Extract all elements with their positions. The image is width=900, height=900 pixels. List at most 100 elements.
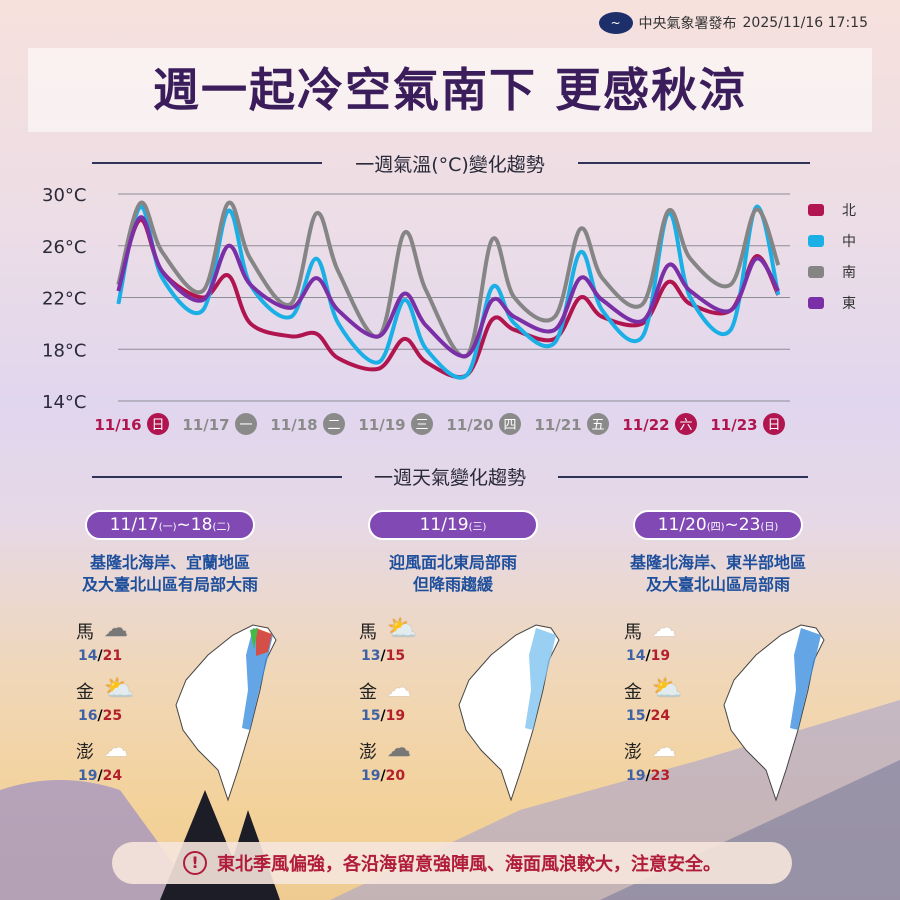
- x-tick-weekday: 二: [327, 418, 340, 433]
- weekday-badge: [323, 413, 345, 435]
- weather-panel: 11/17(一)~18(二) 基隆北海岸、宜蘭地區 及大臺北山區有局部大雨: [40, 510, 300, 596]
- island-temperature: 16/25: [78, 708, 123, 724]
- taiwan-rain-map: [175, 624, 277, 802]
- island-temperature: 14/19: [626, 648, 671, 664]
- low-temp: 16: [78, 708, 98, 724]
- x-tick-weekday: 日: [767, 418, 780, 433]
- date-range-pill: 11/17(一)~18(二): [85, 510, 255, 540]
- weekday-badge: [147, 413, 169, 435]
- cloudy-icon: ☁: [104, 614, 128, 642]
- legend-label: 中: [842, 233, 856, 250]
- cloud-icon: ☁: [652, 614, 676, 642]
- low-temp: 14: [78, 648, 98, 664]
- high-temp: 15: [385, 648, 406, 664]
- summary-line: 迎風面北東局部雨: [388, 553, 517, 572]
- publish-datetime: 2025/11/16 17:15: [742, 15, 869, 31]
- island-temperature: 15/24: [626, 708, 671, 724]
- legend-north: 北: [808, 194, 856, 225]
- series-line-東: [116, 215, 781, 359]
- high-temp: 25: [102, 708, 123, 724]
- high-temp: 24: [650, 708, 671, 724]
- x-tick-weekday: 一: [239, 418, 252, 433]
- summary-line: 及大臺北山區局部雨: [645, 575, 790, 594]
- date-range-pill: 11/20(四)~23(日): [633, 510, 803, 540]
- forecast-summary: 基隆北海岸、宜蘭地區 及大臺北山區有局部大雨: [40, 552, 300, 596]
- weekday-badge: [499, 413, 521, 435]
- x-tick-weekday: 日: [151, 418, 164, 433]
- island-name: 金: [76, 682, 94, 703]
- island-name: 馬: [76, 622, 94, 643]
- series-line-南: [116, 200, 781, 359]
- warning-banner: ! 東北季風偏強，各沿海留意強陣風、海面風浪較大，注意安全。: [112, 842, 792, 884]
- legend-swatch: [808, 234, 824, 247]
- summary-line: 及大臺北山區有局部大雨: [81, 575, 258, 594]
- y-tick-label: 22°C: [42, 289, 86, 310]
- range-end-day: (二): [212, 522, 231, 533]
- x-tick-date: 11/21: [534, 416, 581, 434]
- range-start: 11/20: [657, 515, 707, 535]
- island-temperature: 14/21: [78, 648, 123, 664]
- island-name: 金: [624, 682, 642, 703]
- x-tick-date: 11/22: [622, 416, 669, 434]
- cwa-logo-icon: ~: [598, 12, 633, 34]
- island-temperature: 13/15: [361, 648, 406, 664]
- legend-swatch: [808, 296, 824, 309]
- x-tick-date: 11/23: [710, 416, 757, 434]
- x-tick-date: 11/18: [270, 416, 317, 434]
- forecast-summary: 基隆北海岸、東半部地區 及大臺北山區局部雨: [588, 552, 848, 596]
- weather-panel: 11/20(四)~23(日) 基隆北海岸、東半部地區 及大臺北山區局部雨: [588, 510, 848, 596]
- legend-swatch: [808, 203, 824, 216]
- x-tick-weekday: 四: [503, 418, 516, 433]
- range-start: 11/19: [419, 515, 469, 535]
- x-tick-weekday: 六: [679, 418, 692, 433]
- y-tick-label: 14°C: [42, 392, 86, 413]
- temp-section-title: 一週氣溫(°C)變化趨勢: [355, 154, 545, 176]
- island-temperature: 15/19: [361, 708, 406, 724]
- cloud-icon: ☁: [387, 674, 411, 702]
- cloud-icon: ☁: [652, 734, 676, 762]
- partly-sunny-icon: ⛅: [652, 674, 682, 702]
- weekday-badge: [763, 413, 785, 435]
- taiwan-rain-map: [723, 624, 825, 802]
- forecast-summary: 迎風面北東局部雨 但降雨趨緩: [323, 552, 583, 596]
- legend-label: 東: [842, 295, 856, 312]
- summary-line: 基隆北海岸、東半部地區: [629, 553, 806, 572]
- island-temperature: 19/24: [78, 768, 123, 784]
- partly-sunny-icon: ⛅: [387, 614, 417, 642]
- weather-panel: 11/19(三) 迎風面北東局部雨 但降雨趨緩: [323, 510, 583, 596]
- legend-south: 南: [808, 256, 856, 287]
- island-name: 澎: [359, 742, 377, 763]
- island-name: 馬: [624, 622, 642, 643]
- x-tick-date: 11/19: [358, 416, 405, 434]
- range-end-day: (日): [760, 522, 779, 533]
- island-name: 馬: [359, 622, 377, 643]
- range-end: ~18: [176, 515, 213, 535]
- summary-line: 但降雨趨緩: [412, 575, 493, 594]
- summary-line: 基隆北海岸、宜蘭地區: [89, 553, 250, 572]
- island-name: 澎: [624, 742, 642, 763]
- weekday-badge: [235, 413, 257, 435]
- partly-sunny-icon: ⛅: [104, 674, 134, 702]
- range-start-day: (四): [706, 522, 725, 533]
- high-temp: 24: [102, 768, 123, 784]
- legend-label: 北: [842, 202, 856, 219]
- series-line-北: [116, 217, 781, 379]
- x-tick-weekday: 三: [415, 418, 428, 433]
- island-temperature: 19/23: [626, 768, 671, 784]
- weather-section-title: 一週天氣變化趨勢: [373, 467, 526, 489]
- island-temperature: 19/20: [361, 768, 406, 784]
- low-temp: 19: [361, 768, 381, 784]
- range-start: 11/17: [109, 515, 159, 535]
- range-start-day: (一): [158, 522, 177, 533]
- low-temp: 19: [78, 768, 98, 784]
- x-tick-weekday: 五: [591, 418, 604, 433]
- legend-east: 東: [808, 287, 856, 318]
- divider: [92, 476, 342, 478]
- x-tick-date: 11/16: [94, 416, 141, 434]
- y-tick-label: 18°C: [42, 340, 86, 361]
- x-tick-date: 11/20: [446, 416, 493, 434]
- date-range-pill: 11/19(三): [368, 510, 538, 540]
- cloudy-icon: ☁: [387, 734, 411, 762]
- taiwan-rain-map: [458, 624, 560, 802]
- legend-swatch: [808, 265, 824, 278]
